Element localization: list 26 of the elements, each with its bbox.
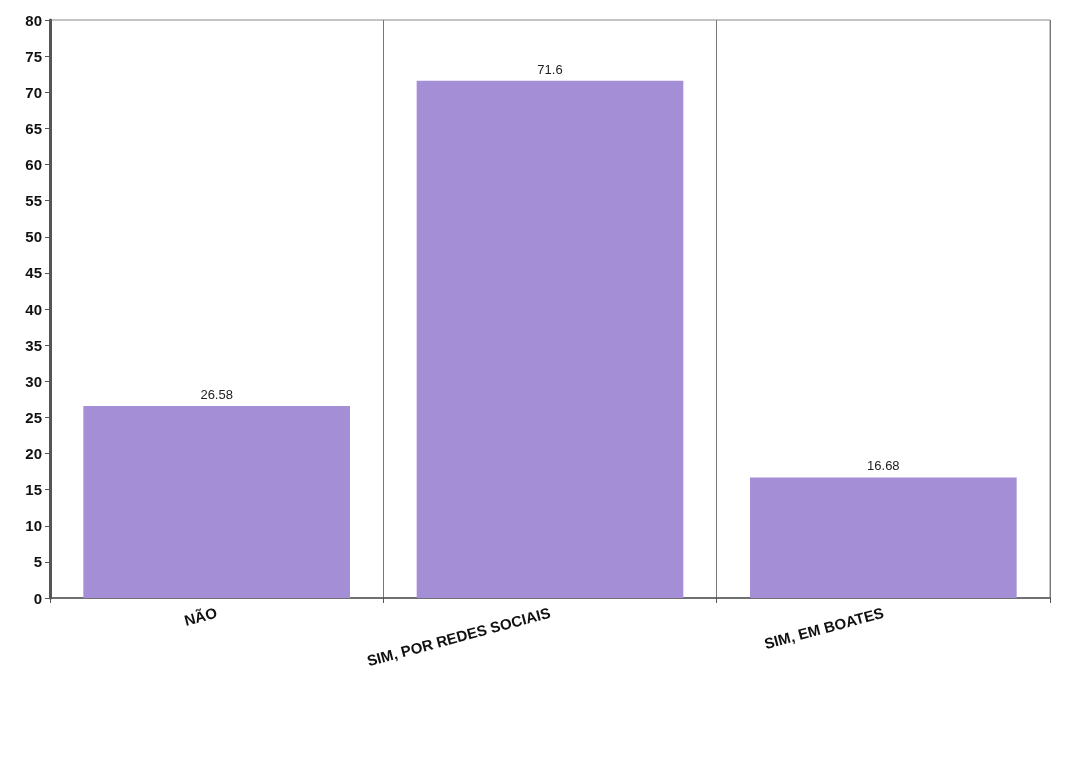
y-tick-label: 45	[25, 264, 42, 282]
y-tick-label: 50	[25, 228, 42, 246]
data-label: 71.6	[537, 61, 563, 77]
y-tick-label: 30	[25, 372, 42, 390]
data-label: 16.68	[867, 458, 900, 474]
x-tick-label: SIM, POR REDES SOCIAIS	[365, 603, 553, 670]
y-tick-label: 5	[33, 553, 42, 571]
y-tick-label: 60	[25, 156, 42, 173]
y-tick-label: 20	[25, 445, 42, 462]
y-tick-label: 55	[25, 192, 42, 210]
bar	[83, 405, 350, 598]
bar	[416, 80, 684, 598]
bar	[750, 477, 1017, 598]
y-tick-label: 35	[25, 336, 42, 354]
x-tick-label: SIM, EM BOATES	[762, 603, 886, 653]
y-tick-label: 75	[25, 47, 42, 65]
y-tick-label: 70	[25, 83, 42, 101]
y-tick-label: 40	[25, 300, 42, 318]
x-tick-label: NÃO	[182, 603, 220, 629]
data-label: 26.58	[200, 386, 233, 402]
y-tick-label: 80	[25, 11, 42, 29]
y-tick-label: 0	[33, 589, 42, 607]
y-tick-label: 10	[25, 517, 42, 535]
y-tick-label: 15	[25, 481, 42, 499]
y-tick-label: 65	[25, 119, 42, 137]
y-tick-label: 25	[25, 408, 42, 426]
